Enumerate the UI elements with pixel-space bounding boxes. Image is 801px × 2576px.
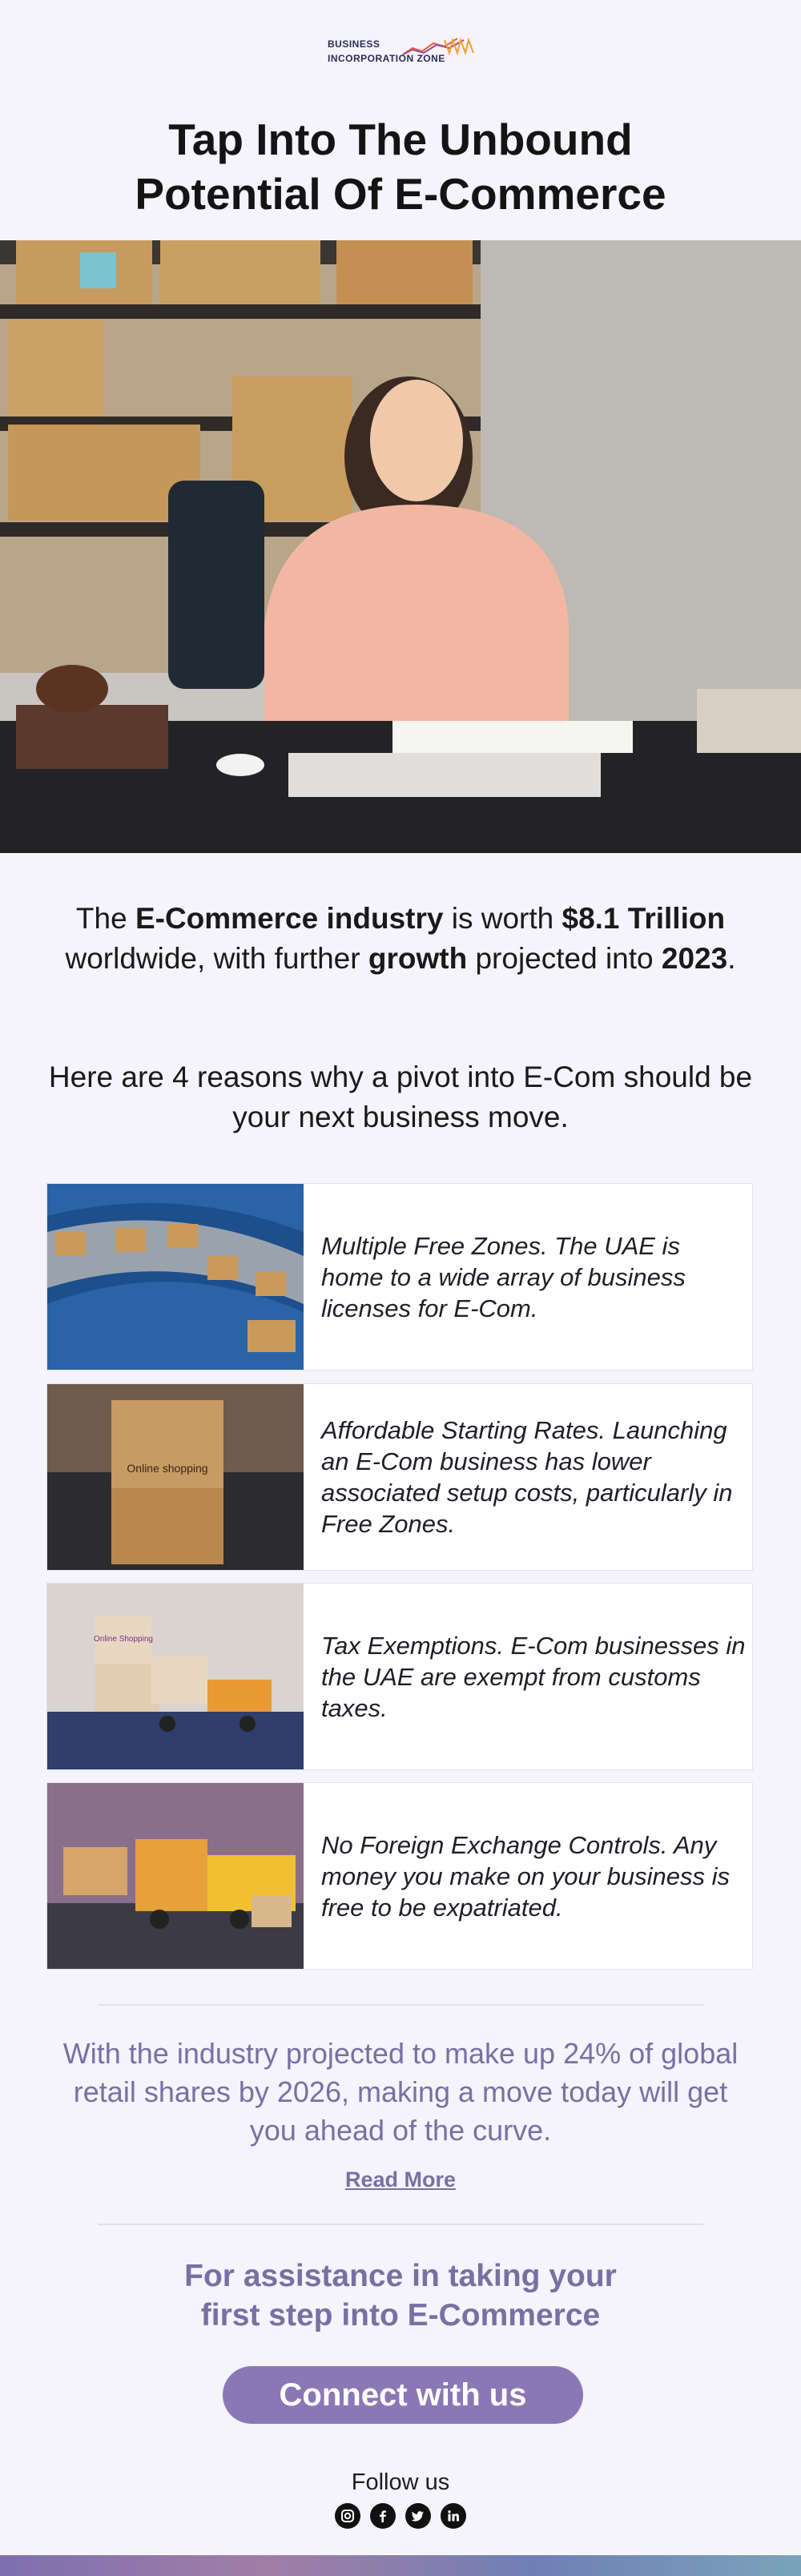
reason-card: Online shopping Affordable Starting Rate… [46,1383,753,1571]
social-links [0,2503,801,2529]
delivery-truck-image: Online Shopping [47,1584,304,1769]
logo-line1: BUSINESS [328,38,380,50]
reasons-intro: Here are 4 reasons why a pivot into E-Co… [48,1061,753,1133]
reason-text: Affordable Starting Rates. Launching an … [321,1416,733,1538]
follow-label: Follow us [351,2469,450,2495]
box-label: Online Shopping [94,1635,153,1644]
read-more-link[interactable]: Read More [344,2167,457,2192]
instagram-icon[interactable] [335,2503,360,2529]
reason-text: Tax Exemptions. E-Com businesses in the … [321,1631,746,1722]
logo-line2: INCORPORATION ZONE [328,53,445,64]
closing-text: With the industry projected to make up 2… [62,2037,739,2147]
conveyor-image [47,1184,304,1370]
divider [98,2004,703,2006]
page-title: Tap Into The Unbound Potential Of E-Comm… [135,115,666,219]
reason-text: Multiple Free Zones. The UAE is home to … [321,1231,686,1322]
header-logo[interactable]: BUSINESS INCORPORATION ZONE [0,35,801,70]
assistance-heading: For assistance in taking your first step… [184,2259,617,2332]
shopping-box-image: Online shopping [47,1384,304,1570]
footer-gradient-bar [0,2555,801,2576]
reason-card: No Foreign Exchange Controls. Any money … [46,1782,753,1970]
reason-text: No Foreign Exchange Controls. Any money … [321,1830,731,1922]
twitter-icon[interactable] [405,2503,431,2529]
connect-button[interactable]: Connect with us [223,2366,583,2424]
reason-card: Multiple Free Zones. The UAE is home to … [46,1183,753,1371]
forklift-image [47,1783,304,1969]
facebook-icon[interactable] [370,2503,396,2529]
reason-card: Online Shopping Tax Exemptions. E-Com bu… [46,1583,753,1770]
hero-image [0,240,801,853]
divider [98,2224,703,2225]
intro-text: The E-Commerce industry is worth $8.1 Tr… [65,902,736,975]
box-label: Online shopping [127,1462,207,1475]
linkedin-icon[interactable] [441,2503,466,2529]
logo-graph-icon [402,37,474,56]
